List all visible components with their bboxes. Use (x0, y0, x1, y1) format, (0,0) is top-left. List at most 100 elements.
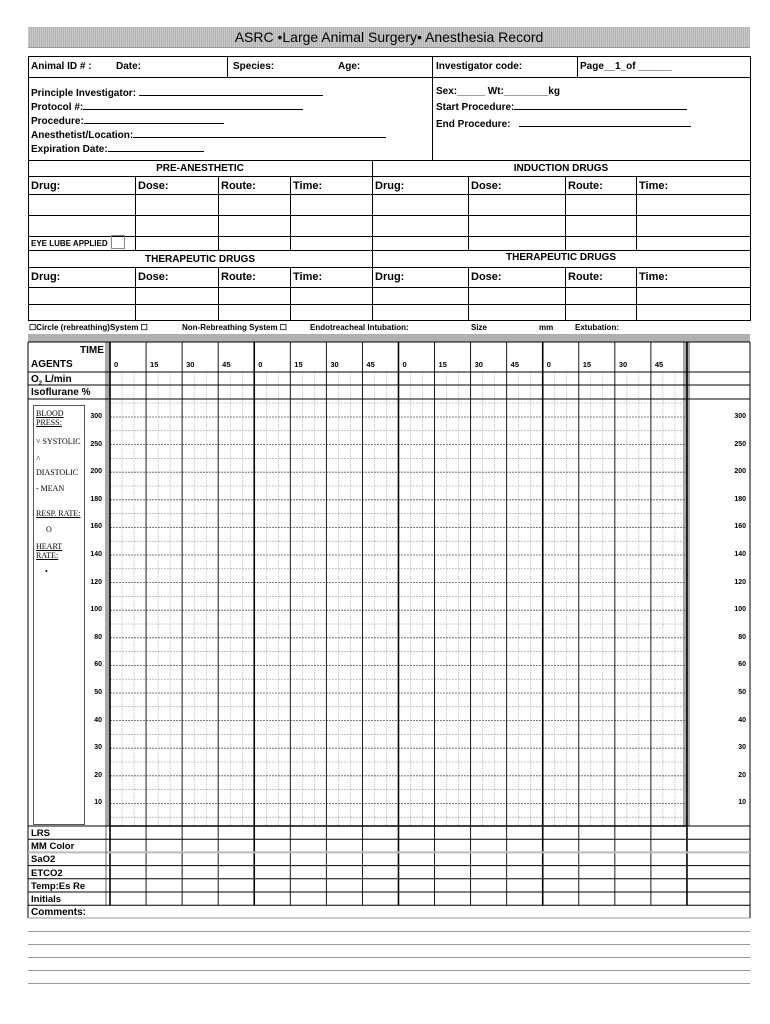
comment-line[interactable] (28, 983, 750, 984)
column-header-route: Route: (568, 180, 603, 192)
y-tick-right: 30 (738, 744, 746, 752)
column-header-time: Time: (293, 271, 323, 283)
row-label-etco2: ETCO2 (31, 867, 63, 879)
column-divider (135, 267, 136, 320)
y-tick-left: 20 (94, 771, 102, 779)
start-label: Start Procedure: (436, 102, 515, 113)
time-tick: 15 (582, 360, 592, 369)
animal-id-field[interactable]: Animal ID # : (31, 61, 92, 72)
intubation-label: Endotreacheal Intubation: (310, 323, 409, 332)
eye-lube-checkbox[interactable]: EYE LUBE APPLIED (31, 235, 125, 249)
comment-line[interactable] (28, 957, 750, 958)
comments-label: Comments: (31, 907, 87, 918)
time-tick: 30 (474, 360, 483, 369)
pre-anesthetic-heading: PRE-ANESTHETIC (156, 163, 244, 174)
investigator-code-field[interactable]: Investigator code: (436, 61, 523, 72)
time-tick: 30 (330, 360, 339, 369)
column-divider (290, 176, 291, 250)
systolic-legend: ˅ SYSTOLIC (36, 437, 81, 446)
page-number-field[interactable]: Page__1_of ______ (580, 61, 672, 72)
row-label-sao2: SaO2 (31, 854, 56, 866)
end-label: End Procedure: (436, 119, 511, 130)
sex-weight-field[interactable]: Sex:_____ Wt:________kg (436, 86, 560, 97)
y-tick-right: 80 (738, 633, 746, 641)
y-tick-left: 80 (94, 633, 102, 641)
row-divider (28, 320, 750, 321)
extubation-label: Extubation: (575, 323, 619, 332)
y-tick-right: 10 (738, 799, 746, 807)
y-tick-left: 300 (90, 413, 102, 420)
row-label-lrs: LRS (31, 828, 50, 839)
species-field[interactable]: Species: (233, 61, 275, 72)
column-header-route: Route: (221, 180, 256, 192)
column-divider (565, 176, 566, 250)
start-procedure-field[interactable]: Start Procedure: (436, 100, 688, 113)
y-tick-left: 160 (90, 523, 102, 531)
comment-line[interactable] (28, 970, 750, 971)
time-tick: 15 (438, 360, 447, 369)
column-divider (135, 176, 136, 250)
anesthetist-label: Anesthetist/Location: (31, 130, 134, 141)
separator-band (28, 334, 750, 342)
row-label-mm-color: MM Color (31, 841, 75, 853)
row-divider (28, 194, 750, 195)
comment-line[interactable] (28, 931, 750, 932)
row-divider (28, 267, 750, 268)
time-tick: 45 (222, 360, 231, 369)
end-procedure-field[interactable]: End Procedure: (436, 117, 692, 130)
y-tick-left: 60 (94, 661, 102, 669)
time-tick: 45 (366, 360, 375, 369)
column-divider (218, 267, 219, 320)
checkbox-icon[interactable] (110, 235, 125, 249)
y-tick-left: 30 (94, 744, 102, 752)
time-tick: 45 (654, 360, 664, 369)
protocol-field[interactable]: Protocol #: (31, 100, 304, 113)
section-divider (372, 160, 373, 176)
caret-legend: ˄ (36, 454, 41, 463)
column-header-time: Time: (293, 180, 323, 192)
column-divider (290, 267, 291, 320)
time-tick: 0 (258, 360, 263, 369)
anesthetist-field[interactable]: Anesthetist/Location: (31, 128, 387, 141)
hr-symbol: • (45, 567, 48, 576)
y-tick-right: 250 (734, 440, 746, 448)
row-label-temp-es-re: Temp:Es Re (31, 880, 86, 892)
column-header-time: Time: (639, 271, 669, 283)
left-gray-bar (105, 342, 110, 826)
column-header-route: Route: (568, 271, 603, 283)
column-divider (372, 176, 373, 250)
age-field[interactable]: Age: (338, 61, 361, 72)
o2-subscript: 2 (38, 381, 43, 387)
comment-line[interactable] (28, 944, 750, 945)
time-tick: 15 (150, 360, 159, 369)
non-rebreathing-label: Non-Rebreathing System (182, 323, 278, 332)
time-tick: 30 (618, 360, 628, 369)
o2-label: O2 L/min (31, 374, 72, 387)
column-divider (636, 176, 637, 250)
resp-symbol: O (46, 525, 52, 534)
y-tick-right: 60 (738, 661, 746, 669)
y-tick-left: 250 (90, 440, 102, 448)
column-divider (468, 176, 469, 250)
column-header-dose: Dose: (471, 271, 502, 283)
protocol-label: Protocol #: (31, 102, 84, 113)
form-title: ASRC •Large Animal Surgery• Anesthesia R… (28, 27, 750, 48)
y-tick-right: 40 (738, 716, 746, 724)
y-tick-left: 140 (90, 551, 102, 558)
date-field[interactable]: Date: (116, 61, 142, 72)
column-header-drug: Drug: (375, 180, 405, 192)
circle-system-option[interactable]: ☐Circle (rebreathing)System ☐ (29, 323, 148, 332)
row-divider (28, 236, 750, 237)
y-tick-left: 10 (94, 799, 102, 807)
y-tick-left: 120 (90, 578, 102, 586)
expiration-field[interactable]: Expiration Date: (31, 142, 204, 155)
procedure-field[interactable]: Procedure: (31, 114, 224, 127)
time-label: TIME (80, 345, 104, 356)
row-divider (28, 215, 750, 216)
pi-label: Principle Investigator: (31, 88, 137, 99)
pi-field[interactable]: Principle Investigator: (31, 86, 323, 99)
row-label-initials: Initials (31, 894, 62, 905)
non-rebreathing-option[interactable]: Non-Rebreathing System ☐ (182, 323, 287, 332)
column-header-drug: Drug: (31, 271, 61, 283)
